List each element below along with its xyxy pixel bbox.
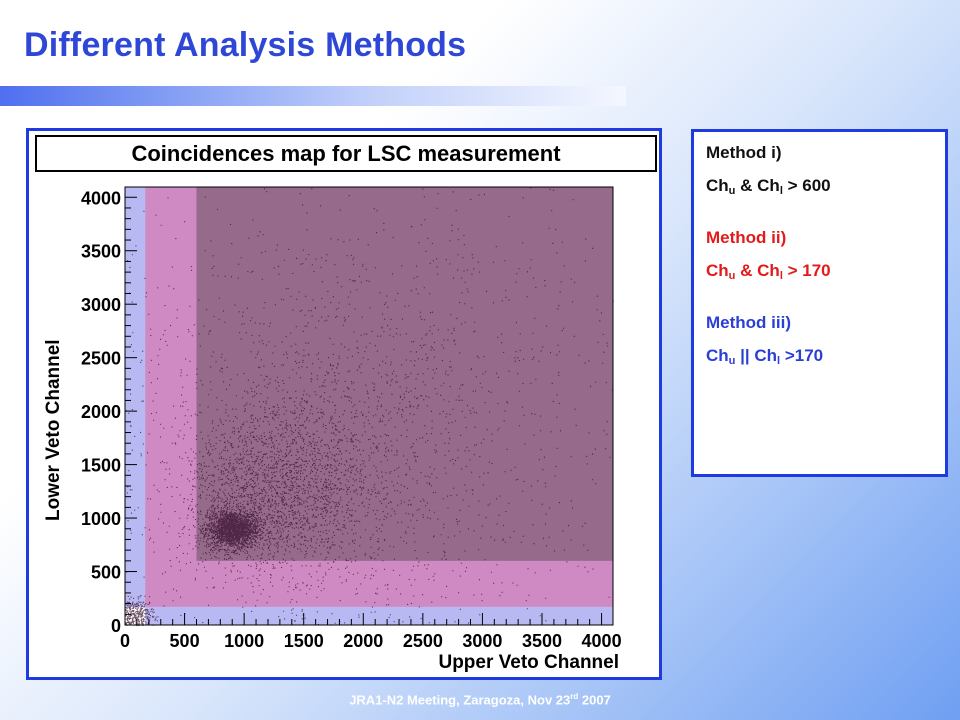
scatter-points	[125, 187, 614, 627]
y-tick-label: 2500	[81, 349, 121, 369]
methods-legend-box: Method i) Chu & Chl > 600 Method ii) Chu & …	[691, 129, 948, 477]
y-tick-label: 4000	[81, 188, 121, 208]
x-tick-label: 1500	[284, 631, 324, 651]
y-tick-label: 1000	[81, 509, 121, 529]
y-tick-label: 3500	[81, 242, 121, 262]
x-tick-label: 3000	[462, 631, 502, 651]
chart-title: Coincidences map for LSC measurement	[131, 141, 561, 166]
y-tick-label: 0	[111, 616, 121, 636]
x-axis-label: Upper Veto Channel	[438, 652, 619, 673]
method-regions	[125, 187, 613, 625]
data-points	[125, 187, 614, 627]
method-spacer	[706, 196, 945, 228]
y-tick-label: 3000	[81, 295, 121, 315]
y-tick-label: 2000	[81, 402, 121, 422]
method-3-name: Method iii)	[706, 313, 791, 332]
x-axis-ticks: 0 500 1000 1500 2000 2500 3000 3500 4000	[120, 613, 622, 651]
method-1-name: Method i)	[706, 143, 782, 162]
method-1-condition: Chu & Chl > 600	[706, 176, 831, 197]
footer-superscript: rd	[570, 692, 579, 701]
x-tick-label: 3500	[522, 631, 562, 651]
x-tick-label: 500	[170, 631, 200, 651]
footer-year: 2007	[578, 692, 611, 708]
chart-title-box	[35, 135, 657, 172]
slide-footer: JRA1-N2 Meeting, Zaragoza, Nov 23rd 2007	[0, 692, 960, 707]
x-tick-label: 0	[120, 631, 130, 651]
x-tick-label: 4000	[582, 631, 622, 651]
method-spacer	[706, 281, 945, 313]
title-underline-bar	[0, 86, 626, 106]
slide-title: Different Analysis Methods	[24, 26, 467, 64]
region-method-3	[196, 187, 613, 561]
y-tick-label: 500	[91, 563, 121, 583]
chart-panel: Coincidences map for LSC measurement 0 50…	[26, 128, 662, 680]
footer-text: JRA1-N2 Meeting, Zaragoza, Nov 23	[349, 692, 571, 708]
x-tick-label: 2000	[343, 631, 383, 651]
y-axis-ticks: 0 500 1000 1500 2000 2500 3000 3500 4000	[81, 188, 137, 636]
plot-frame	[124, 186, 614, 626]
y-tick-label: 1500	[81, 456, 121, 476]
x-tick-label: 1000	[224, 631, 264, 651]
method-2-name: Method ii)	[706, 228, 787, 247]
method-2-condition: Chu & Chl > 170	[706, 261, 831, 282]
method-3-condition: Chu || Chl >170	[706, 346, 824, 367]
coincidences-map-chart: Coincidences map for LSC measurement 0 50…	[35, 135, 657, 673]
x-tick-label: 2500	[403, 631, 443, 651]
y-axis-label: Lower Veto Channel	[43, 339, 64, 521]
